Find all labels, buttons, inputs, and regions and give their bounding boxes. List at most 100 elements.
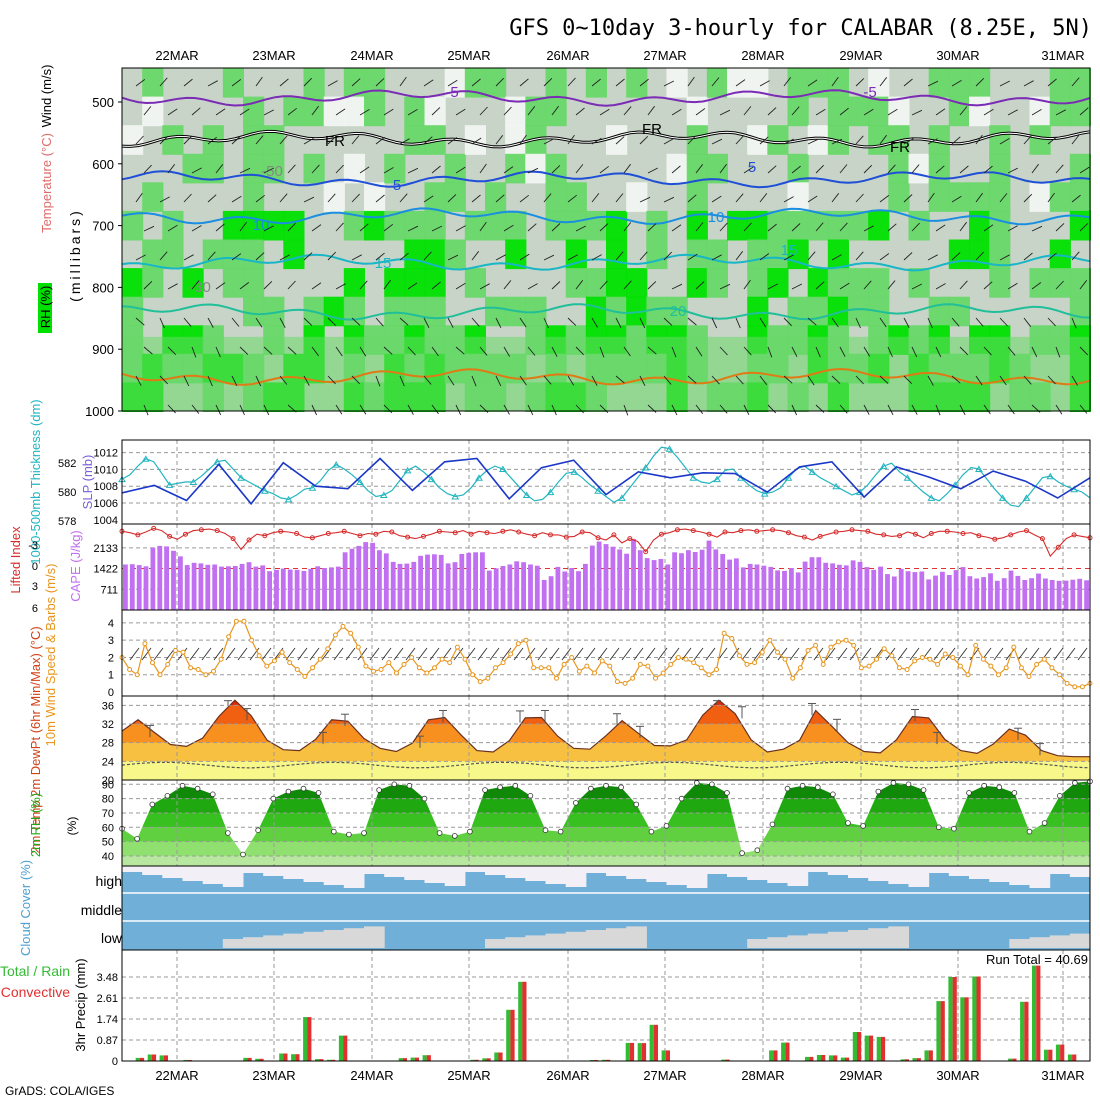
wind-barb: [239, 346, 249, 355]
rh-cell: [243, 125, 265, 155]
wind-barb: [375, 252, 385, 261]
wind-barb: [543, 375, 552, 385]
cape-bar: [157, 545, 163, 610]
wind-barb: [1047, 136, 1057, 145]
wind-barb: [687, 76, 695, 87]
wind-speed-point: [386, 660, 392, 666]
wind-barb: [447, 254, 459, 261]
cape-bar: [1029, 578, 1034, 610]
rh-point: [557, 828, 564, 835]
wind-speed-point: [592, 670, 598, 676]
lifted-index-point: [452, 530, 458, 536]
rh-point: [451, 833, 458, 839]
wind-barb: [671, 404, 678, 416]
rh-cell: [162, 239, 184, 270]
wind-barb: [887, 404, 894, 416]
rh-cell: [122, 296, 144, 327]
rh-point: [391, 781, 398, 788]
surface-barb: [897, 647, 908, 661]
rh-cell: [323, 96, 345, 127]
dewpoint-line: [121, 761, 1091, 769]
wind-speed-point: [1049, 665, 1055, 671]
wind-speed-point: [790, 675, 796, 681]
surface-barb: [201, 647, 212, 661]
cape-bar: [823, 562, 829, 610]
precip-convective-bar: [845, 1057, 850, 1061]
cape-bar: [734, 558, 739, 610]
lifted-index-point: [183, 531, 188, 537]
cloud-low-gap: [767, 937, 788, 948]
cape-bar: [129, 564, 135, 610]
wind-barb: [335, 283, 346, 290]
wind-barb: [959, 346, 969, 356]
rh-cell: [263, 125, 285, 155]
cape-bar: [740, 567, 746, 610]
cape-bar: [665, 564, 671, 610]
wind-barb: [935, 108, 946, 116]
cape-tick: 1422: [94, 564, 118, 576]
precip-total-bar: [1008, 1058, 1013, 1061]
wind-speed-point: [980, 656, 986, 662]
pressure-tick: 600: [92, 157, 114, 172]
thickness-marker: [665, 445, 674, 452]
wind-barb: [855, 193, 864, 203]
cape-bar: [466, 552, 472, 610]
wind-barb: [359, 346, 367, 357]
wind-barb: [639, 78, 649, 87]
wind-barb: [815, 108, 826, 116]
wind-barb: [255, 375, 262, 387]
wind-barb: [735, 317, 741, 329]
wind-barb: [495, 317, 502, 329]
wind-speed-point: [988, 663, 994, 669]
wind-barb: [1055, 404, 1063, 415]
cloud-low-gap: [364, 926, 385, 948]
cape-bar: [864, 567, 870, 610]
wind-barb: [471, 78, 481, 87]
cloud-low-gap: [848, 930, 869, 948]
cloud-high-gap: [888, 866, 909, 884]
wind-barb: [1007, 109, 1018, 116]
thickness-marker: [522, 491, 531, 498]
wind-barb: [783, 254, 794, 261]
wind-barb: [759, 253, 770, 261]
wind-barb: [311, 346, 319, 357]
precip-axis-label: 3hr Precip (mm): [73, 958, 88, 1051]
wind-barb: [935, 283, 946, 290]
cape-bar: [418, 555, 423, 610]
wind-barb: [255, 194, 265, 203]
lifted-index-point: [627, 536, 633, 542]
wind-barb: [287, 164, 296, 174]
wind-barb: [551, 404, 557, 416]
wind-speed-point: [1034, 661, 1040, 667]
thickness-line: [121, 446, 1091, 508]
wind-barb: [183, 375, 190, 387]
isotherm-line: [121, 170, 1091, 189]
wind-speed-point: [409, 655, 415, 660]
rh-cell: [928, 153, 950, 184]
precip-convective-bar: [139, 1057, 145, 1061]
wind-barb: [143, 106, 152, 116]
wind-barb: [1007, 346, 1016, 356]
wind-barb: [623, 280, 632, 290]
cloud-high-gap: [807, 866, 829, 872]
rh-point: [633, 801, 640, 808]
wind-barb: [639, 196, 651, 203]
wind-barb: [711, 375, 720, 385]
wind-barb: [999, 80, 1011, 87]
wind-barb: [759, 193, 768, 203]
surface-barb: [1017, 647, 1028, 661]
cloud-high-gap: [243, 866, 264, 873]
wind-barb: [311, 404, 318, 416]
rh-cell: [142, 182, 164, 212]
rh-point: [1057, 792, 1063, 799]
wind-barb: [215, 108, 226, 116]
wind-barb: [311, 105, 319, 116]
cape-bar: [679, 553, 684, 610]
wind-barb: [479, 163, 487, 174]
wind-barb: [767, 346, 773, 358]
precip-convective-bar: [402, 1058, 407, 1061]
wind-barb: [191, 167, 202, 174]
cape-bar: [164, 546, 169, 610]
wind-barb: [983, 281, 993, 290]
wind-speed-point: [515, 641, 521, 647]
